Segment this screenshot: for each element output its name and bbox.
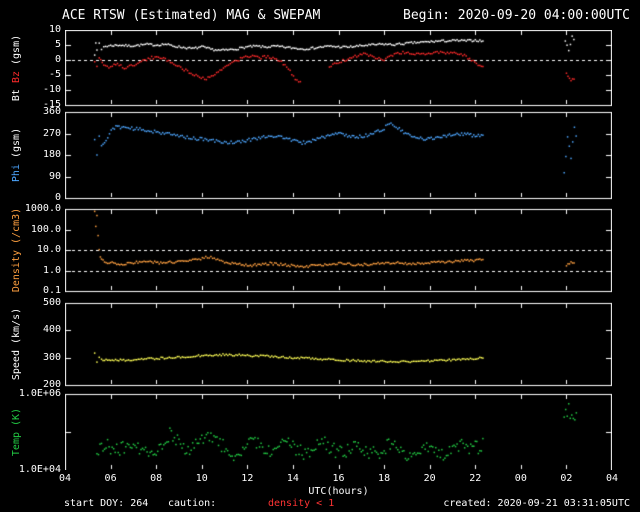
start-doy-text: start DOY: 264	[64, 498, 149, 509]
x-tick-label: 06	[104, 473, 117, 484]
y-tick-label-bt-bz: 10	[48, 24, 61, 35]
y-tick-label-phi: 360	[42, 106, 61, 117]
plot-canvas	[65, 30, 612, 470]
x-tick-label: 10	[195, 473, 208, 484]
y-tick-label-bt-bz: -10	[42, 84, 61, 95]
x-tick-label: 18	[378, 473, 391, 484]
y-tick-label-density: 10.0	[36, 244, 61, 255]
y-tick-label-phi: 0	[54, 192, 61, 203]
page-title: ACE RTSW (Estimated) MAG & SWEPAM	[62, 8, 321, 23]
y-axis-label-density: Density (/cm3)	[11, 207, 22, 293]
x-tick-label: 00	[514, 473, 527, 484]
y-tick-label-speed: 400	[42, 324, 61, 336]
y-tick-label-temp: 1.0E+06	[18, 388, 61, 399]
y-tick-label-phi: 270	[42, 127, 61, 139]
y-tick-label-density: 0.1	[42, 285, 61, 296]
y-tick-label-bt-bz: 0	[54, 54, 61, 65]
x-tick-label: 08	[150, 473, 163, 484]
y-tick-label-phi: 90	[48, 170, 61, 182]
y-tick-label-phi: 180	[42, 149, 61, 160]
y-axis-label-temp: Temp (K)	[11, 407, 22, 457]
y-axis-label-bt-bz: Bt Bz (gsm)	[11, 34, 22, 101]
x-tick-label: 14	[286, 473, 299, 484]
y-tick-label-bt-bz: 5	[54, 39, 61, 50]
y-tick-label-speed: 500	[42, 297, 61, 308]
begin-timestamp: Begin: 2020-09-20 04:00:00UTC	[403, 8, 630, 23]
x-tick-label: 16	[332, 473, 345, 484]
y-tick-label-temp: 1.0E+04	[18, 464, 61, 475]
x-tick-label: 22	[469, 473, 482, 484]
created-timestamp: created: 2020-09-21 03:31:05UTC	[443, 498, 630, 509]
y-tick-label-bt-bz: -15	[42, 99, 61, 110]
y-tick-label-bt-bz: -5	[48, 69, 61, 80]
y-tick-label-density: 1.0	[42, 264, 61, 276]
y-tick-label-speed: 300	[42, 351, 61, 363]
caution-label: caution:	[168, 498, 217, 509]
x-tick-label: 04	[58, 473, 72, 484]
y-axis-label-phi: Phi (gsm)	[11, 127, 22, 183]
caution-value: density < 1	[268, 498, 335, 509]
y-tick-label-speed: 200	[42, 379, 61, 390]
x-tick-label: 12	[241, 473, 254, 484]
y-tick-label-density: 100.0	[30, 223, 61, 235]
x-tick-label: 04	[605, 473, 619, 484]
y-axis-label-speed: Speed (km/s)	[11, 307, 22, 381]
x-tick-label: 02	[560, 473, 573, 484]
y-tick-label-density: 1000.0	[24, 203, 61, 214]
x-axis-label: UTC(hours)	[308, 486, 369, 497]
x-tick-label: 20	[423, 473, 436, 484]
